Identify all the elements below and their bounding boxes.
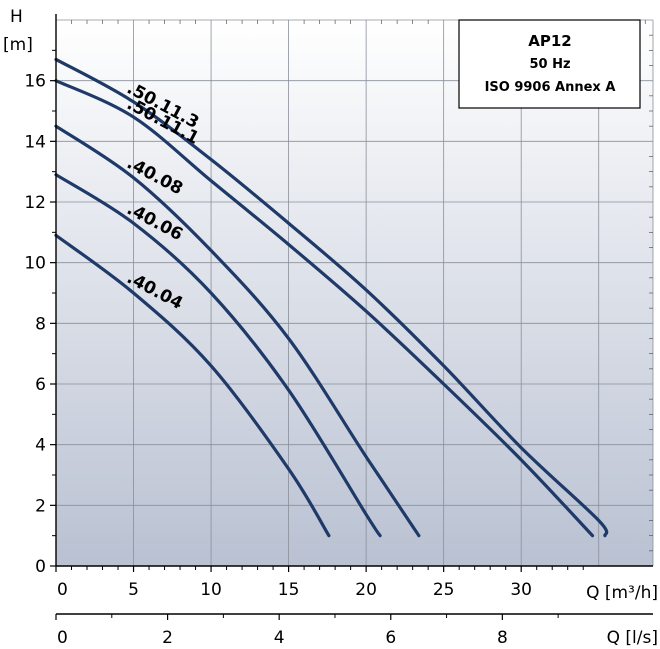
x2-axis-label: Q [l/s] (607, 628, 658, 648)
plot-background (56, 20, 653, 566)
series-group (54, 57, 609, 538)
x2-tick-label: 4 (274, 628, 285, 648)
x2-tick-label: 6 (385, 628, 396, 648)
y-tick-label: 10 (24, 254, 46, 274)
y-tick-label: 12 (24, 193, 46, 213)
legend-frame (458, 19, 641, 109)
legend-line-3: ISO 9906 Annex A (485, 80, 616, 95)
y-tick-label: 14 (24, 132, 46, 152)
series-line-p50113 (54, 57, 609, 538)
series-line-p4004 (54, 233, 331, 538)
grid-lines (56, 19, 654, 566)
x-tick-label: 30 (510, 580, 532, 600)
x-tick-label: 0 (57, 580, 68, 600)
y-axis-label: H (10, 7, 23, 27)
x-tick-label: 10 (200, 580, 222, 600)
y-tick-label: 0 (35, 557, 46, 577)
y-tick-label: 6 (35, 375, 46, 395)
series-line-p4006 (54, 173, 382, 538)
legend-line-2: 50 Hz (529, 57, 570, 72)
x2-tick-label: 8 (497, 628, 508, 648)
x-axis-label: Q [m³/h] (586, 583, 658, 603)
y-tick-label: 16 (24, 72, 46, 92)
y-tick-label: 2 (35, 496, 46, 516)
axes: 0 2 4 6 8 10 12 14 16 0 5 10 15 20 25 30 0 2 4 6 8 (24, 14, 653, 648)
legend-line-1: AP12 (528, 32, 571, 50)
x-tick-label: 20 (355, 580, 377, 600)
series-line-p4008 (54, 124, 421, 538)
legend-box: AP12 50 Hz ISO 9906 Annex A (458, 19, 641, 109)
x-tick-label: 5 (128, 580, 139, 600)
x2-tick-label: 2 (162, 628, 173, 648)
x2-tick-label: 0 (57, 628, 68, 648)
y-axis-unit: [m] (3, 35, 33, 55)
series-line-p50111 (54, 79, 595, 538)
x-tick-label: 15 (278, 580, 300, 600)
y-tick-label: 8 (35, 314, 46, 334)
x-tick-label: 25 (433, 580, 455, 600)
y-tick-label: 4 (35, 436, 46, 456)
